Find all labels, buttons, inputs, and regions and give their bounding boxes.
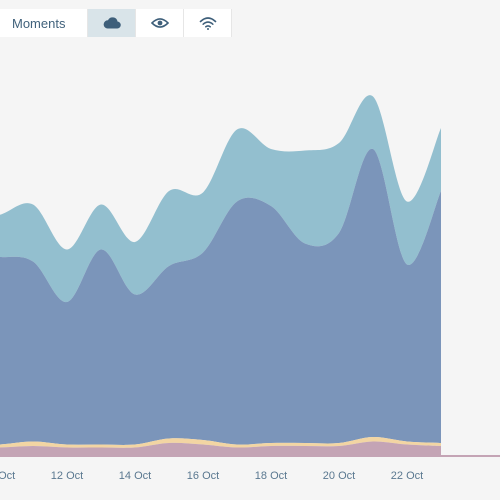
series-bottom-pink [0, 441, 441, 456]
toolbar: Moments [0, 9, 232, 37]
eye-icon [150, 17, 169, 29]
series-top [0, 95, 441, 303]
x-tick-label: 20 Oct [323, 470, 355, 482]
moments-label: Moments [12, 15, 66, 31]
series-main [0, 148, 441, 445]
x-axis-ticks: 10 Oct 12 Oct 14 Oct 16 Oct 18 Oct 20 Oct 22 O… [0, 470, 423, 482]
eye-button[interactable] [136, 9, 184, 37]
x-tick-label: 14 Oct [119, 470, 151, 482]
series-bottom-yellow [0, 436, 441, 448]
cloud-button[interactable] [88, 9, 136, 37]
x-tick-label: 18 Oct [255, 470, 287, 482]
wifi-button[interactable] [184, 9, 232, 37]
wifi-icon [199, 16, 217, 30]
x-tick-label: 22 Oct [391, 470, 423, 482]
cloud-icon [103, 17, 121, 29]
x-tick-label: 12 Oct [51, 470, 83, 482]
baseline-strip [0, 455, 500, 457]
x-tick-label: 16 Oct [187, 470, 219, 482]
moments-tab[interactable]: Moments [0, 9, 88, 37]
x-tick-label: 10 Oct [0, 470, 15, 482]
chart-areas [0, 95, 500, 457]
